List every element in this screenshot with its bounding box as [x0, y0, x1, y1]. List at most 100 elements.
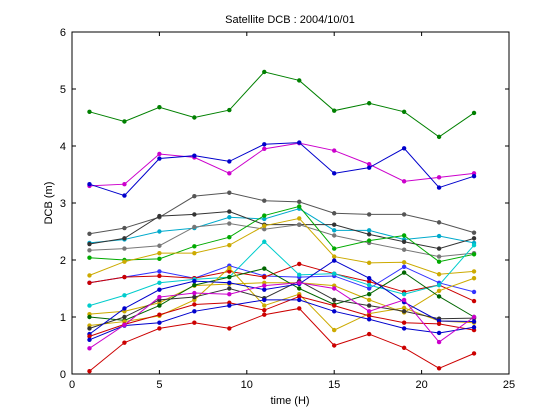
- series-line: [89, 263, 475, 302]
- data-point: [157, 151, 162, 157]
- data-point: [436, 220, 442, 225]
- data-point: [436, 175, 442, 180]
- data-point: [436, 288, 442, 293]
- data-point: [227, 286, 232, 291]
- data-point: [157, 213, 162, 219]
- data-point: [157, 294, 162, 300]
- series-line: [89, 223, 475, 258]
- data-point: [227, 215, 232, 220]
- data-point: [366, 165, 372, 170]
- data-point: [366, 276, 372, 281]
- data-point: [157, 320, 162, 325]
- data-point: [366, 317, 372, 322]
- y-tick-label: 0: [60, 369, 66, 381]
- data-point: [471, 230, 477, 235]
- data-point: [122, 259, 127, 264]
- data-point: [401, 109, 407, 115]
- data-point: [471, 252, 477, 257]
- data-point: [227, 171, 232, 176]
- data-point: [471, 351, 477, 356]
- data-point: [366, 212, 372, 217]
- data-point: [297, 286, 302, 291]
- data-point: [192, 250, 197, 256]
- data-point: [297, 261, 302, 267]
- data-point: [297, 222, 302, 227]
- data-point: [436, 233, 442, 239]
- data-point: [436, 259, 442, 264]
- series-line: [89, 217, 475, 276]
- data-point: [436, 272, 442, 277]
- series-9: [87, 216, 477, 278]
- data-point: [157, 105, 162, 110]
- data-point: [192, 302, 197, 307]
- data-point: [297, 297, 302, 303]
- data-point: [262, 303, 267, 308]
- data-point: [471, 314, 477, 320]
- data-point: [192, 320, 197, 325]
- series-line: [89, 205, 475, 263]
- data-point: [436, 185, 442, 190]
- data-point: [401, 233, 407, 238]
- data-point: [227, 274, 232, 280]
- data-point: [192, 244, 197, 249]
- data-point: [366, 309, 372, 314]
- data-point: [401, 270, 407, 275]
- data-point: [262, 216, 267, 222]
- series-3: [87, 140, 477, 198]
- data-point: [87, 346, 92, 351]
- x-tick-label: 20: [415, 379, 427, 391]
- data-point: [227, 235, 232, 240]
- series-1: [87, 69, 477, 140]
- data-point: [332, 343, 337, 348]
- data-point: [436, 366, 442, 371]
- series-line: [89, 268, 475, 321]
- data-point: [122, 274, 127, 280]
- data-point: [227, 242, 232, 248]
- data-point: [401, 212, 407, 217]
- chart-title: Satellite DCB : 2004/10/01: [225, 14, 355, 26]
- data-point: [87, 337, 92, 342]
- data-point: [262, 266, 267, 271]
- series-6: [87, 209, 477, 251]
- data-point: [157, 303, 162, 308]
- data-point: [227, 159, 232, 164]
- data-point: [366, 228, 372, 233]
- data-point: [262, 239, 267, 244]
- y-tick-label: 2: [60, 255, 66, 267]
- series-line: [89, 241, 475, 307]
- data-point: [471, 110, 477, 116]
- data-point: [436, 339, 442, 345]
- data-point: [471, 236, 477, 241]
- data-point: [436, 134, 442, 140]
- data-point: [192, 153, 197, 158]
- data-point: [262, 312, 267, 317]
- series-line: [89, 307, 475, 372]
- data-point: [192, 278, 197, 284]
- data-point: [366, 232, 372, 237]
- data-point: [227, 190, 232, 195]
- data-point: [157, 256, 162, 262]
- series-11: [87, 261, 477, 304]
- x-tick-label: 25: [503, 379, 515, 391]
- series-line: [89, 71, 475, 138]
- data-point: [122, 293, 127, 298]
- data-point: [332, 148, 337, 153]
- data-point: [366, 282, 372, 288]
- data-point: [262, 287, 267, 292]
- data-point: [436, 294, 442, 299]
- data-point: [401, 305, 407, 311]
- data-point: [87, 231, 92, 236]
- y-axis-label: DCB (m): [43, 182, 55, 225]
- data-point: [122, 236, 127, 241]
- data-point: [471, 276, 477, 281]
- data-point: [157, 312, 162, 317]
- data-point: [436, 246, 442, 251]
- data-point: [192, 309, 197, 314]
- data-point: [227, 269, 232, 274]
- data-point: [401, 297, 407, 303]
- series-line: [89, 299, 475, 341]
- series-12: [87, 239, 477, 308]
- data-point: [366, 238, 372, 243]
- data-point: [332, 297, 337, 303]
- data-point: [122, 181, 127, 187]
